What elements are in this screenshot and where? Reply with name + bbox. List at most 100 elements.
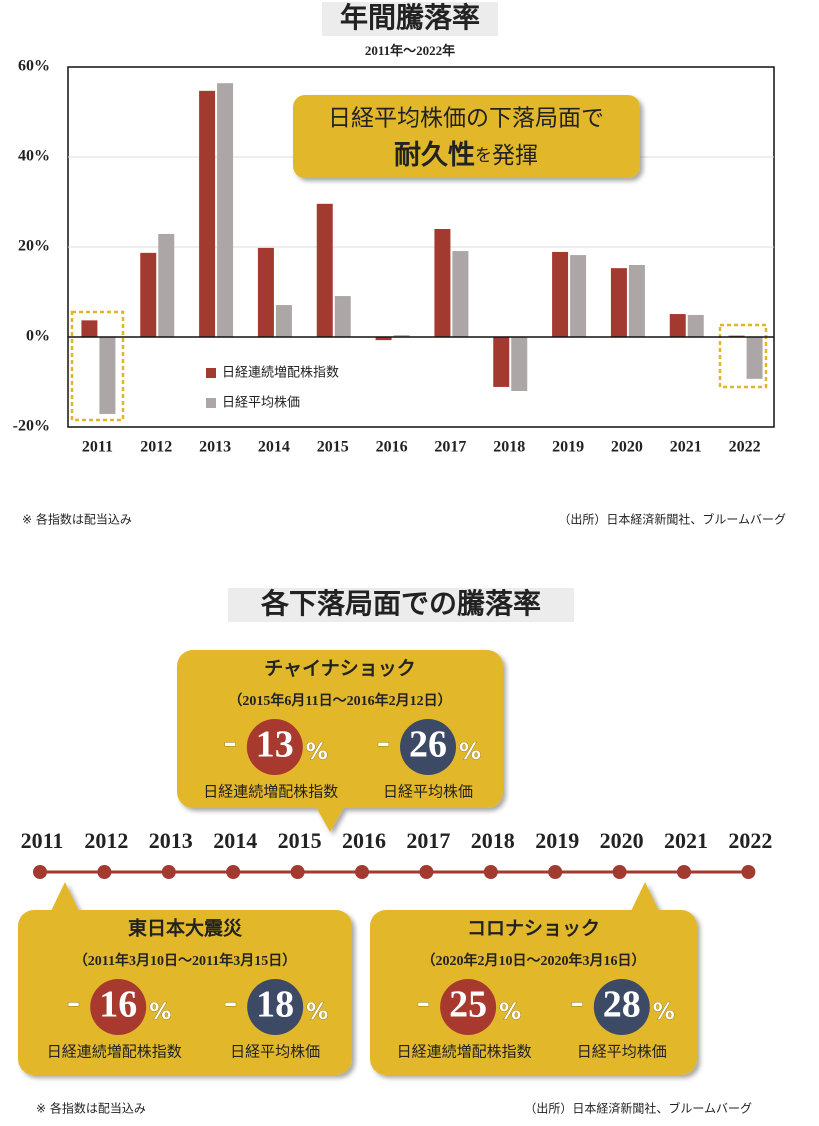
y-tick-label: 40% bbox=[18, 148, 50, 165]
event-period: （2020年2月10日～2020年3月16日） bbox=[422, 952, 646, 969]
x-tick-label: 2019 bbox=[552, 439, 584, 456]
timeline-dot bbox=[419, 865, 434, 879]
callout-pointer bbox=[631, 882, 659, 911]
timeline-dot bbox=[97, 865, 112, 879]
bar bbox=[99, 337, 116, 414]
value-label: 日経連続増配株指数 bbox=[397, 1043, 532, 1061]
bar bbox=[493, 337, 510, 387]
timeline-year: 2014 bbox=[213, 828, 257, 853]
bar bbox=[140, 252, 157, 337]
x-tick-label: 2014 bbox=[258, 439, 290, 456]
legend-swatch bbox=[206, 368, 216, 378]
x-tick-label: 2016 bbox=[376, 439, 408, 456]
bar bbox=[628, 265, 645, 337]
bar bbox=[334, 296, 351, 337]
bar bbox=[375, 337, 392, 341]
bar bbox=[570, 255, 587, 337]
title-highlight bbox=[228, 588, 574, 622]
value-circle bbox=[247, 979, 304, 1035]
bar bbox=[434, 229, 451, 337]
timeline-year: 2022 bbox=[728, 828, 772, 853]
value-number: 16 bbox=[99, 984, 137, 1026]
bar bbox=[669, 314, 686, 337]
bar bbox=[452, 251, 469, 337]
callout-pointer bbox=[51, 882, 79, 911]
note: ※ 各指数は配当込み bbox=[22, 512, 132, 527]
y-tick-label: 60% bbox=[18, 58, 50, 75]
timeline-year: 2017 bbox=[406, 828, 450, 853]
timeline-dot bbox=[33, 865, 47, 879]
value-label: 日経平均株価 bbox=[230, 1043, 320, 1061]
value-number: 25 bbox=[449, 984, 487, 1026]
timeline-year: 2021 bbox=[664, 828, 708, 853]
event-period: （2011年3月10日～2011年3月15日） bbox=[74, 952, 296, 969]
bar bbox=[746, 337, 763, 379]
y-tick-label: 0% bbox=[26, 328, 50, 345]
event-title: コロナショック bbox=[467, 918, 600, 940]
value-number: 18 bbox=[256, 984, 294, 1026]
value-label: 日経平均株価 bbox=[383, 783, 473, 801]
bar bbox=[316, 203, 333, 337]
timeline-dot bbox=[741, 865, 756, 879]
highlight-box bbox=[718, 323, 768, 389]
x-tick-label: 2012 bbox=[140, 439, 172, 456]
bar bbox=[393, 335, 410, 337]
value-circle bbox=[90, 979, 147, 1035]
timeline-dot bbox=[548, 865, 563, 879]
value-sign: - bbox=[223, 718, 236, 763]
y-tick-label: -20% bbox=[13, 418, 50, 435]
timeline-dot bbox=[483, 865, 498, 879]
annotation-line: 日経平均株価の下落局面で bbox=[328, 106, 604, 132]
value-unit: % bbox=[149, 1000, 171, 1025]
x-tick-label: 2021 bbox=[670, 439, 702, 456]
value-circle bbox=[440, 979, 497, 1035]
value-number: 26 bbox=[409, 724, 447, 766]
timeline-year: 2015 bbox=[278, 828, 322, 853]
timeline-dot bbox=[612, 865, 627, 879]
timeline-year: 2018 bbox=[471, 828, 515, 853]
annotation-line: 耐久性を発揮 bbox=[394, 140, 538, 171]
x-tick-label: 2022 bbox=[729, 439, 761, 456]
value-unit: % bbox=[306, 1000, 328, 1025]
title-highlight bbox=[322, 2, 498, 36]
bar bbox=[610, 268, 627, 337]
value-label: 日経平均株価 bbox=[577, 1043, 667, 1061]
timeline-year: 2011 bbox=[21, 828, 64, 853]
value-label: 日経連続増配株指数 bbox=[203, 783, 338, 801]
x-tick-label: 2017 bbox=[434, 439, 466, 456]
value-sign: - bbox=[570, 978, 583, 1023]
callout-pointer bbox=[316, 807, 344, 832]
highlight-box bbox=[70, 310, 125, 422]
timeline-dot bbox=[355, 865, 369, 879]
bar bbox=[199, 90, 216, 337]
note: ※ 各指数は配当込み bbox=[36, 1101, 146, 1116]
legend-label: 日経連続増配株指数 bbox=[222, 366, 339, 381]
x-tick-label: 2013 bbox=[199, 439, 231, 456]
bar bbox=[217, 83, 234, 337]
event-title: チャイナショック bbox=[264, 658, 415, 680]
value-sign: - bbox=[67, 978, 80, 1023]
value-sign: - bbox=[417, 978, 430, 1023]
bar bbox=[257, 247, 274, 337]
x-tick-label: 2020 bbox=[611, 439, 643, 456]
bar bbox=[81, 320, 98, 337]
legend-label: 日経平均株価 bbox=[222, 396, 300, 411]
section-title: 各下落局面での騰落率 bbox=[260, 587, 541, 620]
event-period: （2015年6月11日～2016年2月12日） bbox=[228, 692, 451, 709]
annotation-part: 耐久性 bbox=[394, 140, 475, 171]
chart-title: 年間騰落率 bbox=[340, 1, 480, 34]
timeline-year: 2016 bbox=[342, 828, 386, 853]
value-label: 日経連続増配株指数 bbox=[47, 1043, 182, 1061]
timeline-year: 2020 bbox=[600, 828, 644, 853]
note: （出所）日本経済新聞社、ブルームバーグ bbox=[524, 1101, 752, 1116]
chart-subtitle: 2011年～2022年 bbox=[365, 43, 455, 58]
x-tick-label: 2011 bbox=[82, 439, 113, 456]
value-number: 28 bbox=[603, 984, 641, 1026]
bar bbox=[158, 233, 175, 337]
value-sign: - bbox=[377, 718, 390, 763]
timeline-year: 2012 bbox=[84, 828, 128, 853]
value-circle bbox=[246, 719, 303, 775]
bar bbox=[552, 251, 569, 337]
value-sign: - bbox=[224, 978, 237, 1023]
x-tick-label: 2018 bbox=[493, 439, 525, 456]
